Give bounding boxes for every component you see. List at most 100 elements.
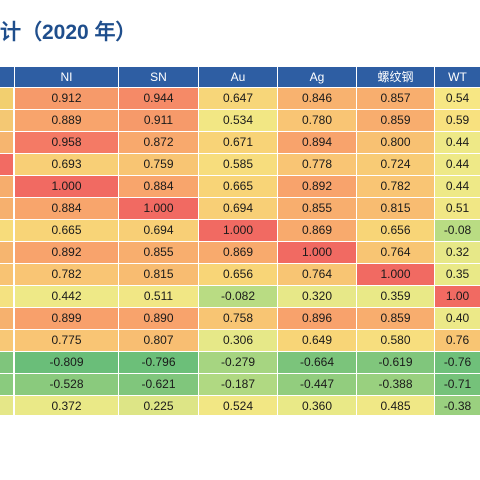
row-stub-cell bbox=[0, 286, 13, 307]
table-row: 0.958 0.872 0.671 0.894 0.800 0.44 bbox=[0, 132, 480, 154]
row-stub-cell bbox=[0, 110, 13, 131]
table-cell: -0.38 bbox=[434, 396, 480, 415]
table-cell: 1.000 bbox=[277, 242, 356, 263]
table-cell: 0.884 bbox=[14, 198, 118, 219]
table-cell: 0.764 bbox=[277, 264, 356, 285]
row-stub-cell bbox=[0, 264, 13, 285]
table-cell: 0.524 bbox=[198, 396, 277, 415]
table-cell: 0.656 bbox=[356, 220, 434, 241]
table-cell: 0.872 bbox=[118, 132, 198, 153]
table-cell: 0.775 bbox=[14, 330, 118, 351]
table-cell: -0.187 bbox=[198, 374, 277, 395]
table-cell: -0.388 bbox=[356, 374, 434, 395]
table-cell: 0.800 bbox=[356, 132, 434, 153]
row-stub-cell bbox=[0, 308, 13, 329]
table-cell: 0.912 bbox=[14, 88, 118, 109]
table-cell: 0.855 bbox=[277, 198, 356, 219]
table-cell: 0.869 bbox=[277, 220, 356, 241]
table-cell: 0.896 bbox=[277, 308, 356, 329]
table-cell: -0.621 bbox=[118, 374, 198, 395]
table-cell: 0.846 bbox=[277, 88, 356, 109]
table-row: 0.912 0.944 0.647 0.846 0.857 0.54 bbox=[0, 88, 480, 110]
table-row: 0.899 0.890 0.758 0.896 0.859 0.40 bbox=[0, 308, 480, 330]
table-cell: 0.958 bbox=[14, 132, 118, 153]
table-cell: 0.857 bbox=[356, 88, 434, 109]
table-cell: -0.664 bbox=[277, 352, 356, 373]
table-row: 0.782 0.815 0.656 0.764 1.000 0.35 bbox=[0, 264, 480, 286]
table-row: -0.528 -0.621 -0.187 -0.447 -0.388 -0.71 bbox=[0, 374, 480, 396]
table-cell: -0.528 bbox=[14, 374, 118, 395]
table-row: 0.775 0.807 0.306 0.649 0.580 0.76 bbox=[0, 330, 480, 352]
table-cell: -0.447 bbox=[277, 374, 356, 395]
table-cell: 0.59 bbox=[434, 110, 480, 131]
table-cell: 0.320 bbox=[277, 286, 356, 307]
table-cell: 0.694 bbox=[198, 198, 277, 219]
table-cell: 0.782 bbox=[356, 176, 434, 197]
table-cell: 0.815 bbox=[356, 198, 434, 219]
column-header: Au bbox=[198, 67, 277, 87]
table-cell: 0.359 bbox=[356, 286, 434, 307]
table-cell: 1.000 bbox=[356, 264, 434, 285]
table-body: 0.912 0.944 0.647 0.846 0.857 0.54 0.889 0.911 0… bbox=[0, 88, 480, 415]
table-cell: 0.372 bbox=[14, 396, 118, 415]
table-cell: 0.815 bbox=[118, 264, 198, 285]
table-row: 0.693 0.759 0.585 0.778 0.724 0.44 bbox=[0, 154, 480, 176]
page-title: 计（2020 年） bbox=[0, 21, 137, 44]
row-stub-cell bbox=[0, 220, 13, 241]
table-cell: -0.71 bbox=[434, 374, 480, 395]
table-cell: 0.869 bbox=[198, 242, 277, 263]
row-stub-cell bbox=[0, 88, 13, 109]
row-stub-cell bbox=[0, 132, 13, 153]
table-row: 0.442 0.511 -0.082 0.320 0.359 1.00 bbox=[0, 286, 480, 308]
table-cell: 0.892 bbox=[277, 176, 356, 197]
table-cell: 0.911 bbox=[118, 110, 198, 131]
table-row: 0.665 0.694 1.000 0.869 0.656 -0.08 bbox=[0, 220, 480, 242]
table-row: 1.000 0.884 0.665 0.892 0.782 0.44 bbox=[0, 176, 480, 198]
row-stub-cell bbox=[0, 198, 13, 219]
column-header: NI bbox=[14, 67, 118, 87]
table-cell: 1.000 bbox=[118, 198, 198, 219]
table-row: 0.372 0.225 0.524 0.360 0.485 -0.38 bbox=[0, 396, 480, 415]
table-cell: 0.780 bbox=[277, 110, 356, 131]
table-cell: 0.884 bbox=[118, 176, 198, 197]
row-stub-cell bbox=[0, 374, 13, 395]
table-cell: 0.54 bbox=[434, 88, 480, 109]
table-cell: 0.759 bbox=[118, 154, 198, 175]
table-cell: 0.511 bbox=[118, 286, 198, 307]
table-row: 0.884 1.000 0.694 0.855 0.815 0.51 bbox=[0, 198, 480, 220]
table-cell: 1.000 bbox=[14, 176, 118, 197]
table-cell: 0.44 bbox=[434, 132, 480, 153]
table-cell: 0.859 bbox=[356, 308, 434, 329]
table-cell: 0.580 bbox=[356, 330, 434, 351]
table-cell: 0.35 bbox=[434, 264, 480, 285]
table-cell: 0.76 bbox=[434, 330, 480, 351]
table-cell: 0.694 bbox=[118, 220, 198, 241]
table-cell: 0.758 bbox=[198, 308, 277, 329]
header-left-stub bbox=[0, 67, 14, 87]
table-cell: 0.890 bbox=[118, 308, 198, 329]
table-cell: 0.665 bbox=[198, 176, 277, 197]
table-cell: 0.665 bbox=[14, 220, 118, 241]
table-cell: 0.40 bbox=[434, 308, 480, 329]
row-stub-cell bbox=[0, 242, 13, 263]
table-cell: 0.944 bbox=[118, 88, 198, 109]
table-cell: -0.796 bbox=[118, 352, 198, 373]
table-cell: 0.442 bbox=[14, 286, 118, 307]
column-header: Ag bbox=[277, 67, 356, 87]
table-cell: 0.892 bbox=[14, 242, 118, 263]
table-cell: 0.693 bbox=[14, 154, 118, 175]
table-cell: 0.778 bbox=[277, 154, 356, 175]
table-cell: 1.000 bbox=[198, 220, 277, 241]
table-cell: 0.44 bbox=[434, 176, 480, 197]
table-cell: 0.656 bbox=[198, 264, 277, 285]
table-header: NI SN Au Ag 螺纹钢 WT bbox=[0, 67, 480, 87]
table-cell: 0.534 bbox=[198, 110, 277, 131]
column-header: WT bbox=[434, 67, 480, 87]
table-cell: 0.859 bbox=[356, 110, 434, 131]
table-cell: 0.671 bbox=[198, 132, 277, 153]
table-cell: -0.082 bbox=[198, 286, 277, 307]
column-header: 螺纹钢 bbox=[356, 67, 434, 87]
table-cell: -0.76 bbox=[434, 352, 480, 373]
table-cell: 0.360 bbox=[277, 396, 356, 415]
